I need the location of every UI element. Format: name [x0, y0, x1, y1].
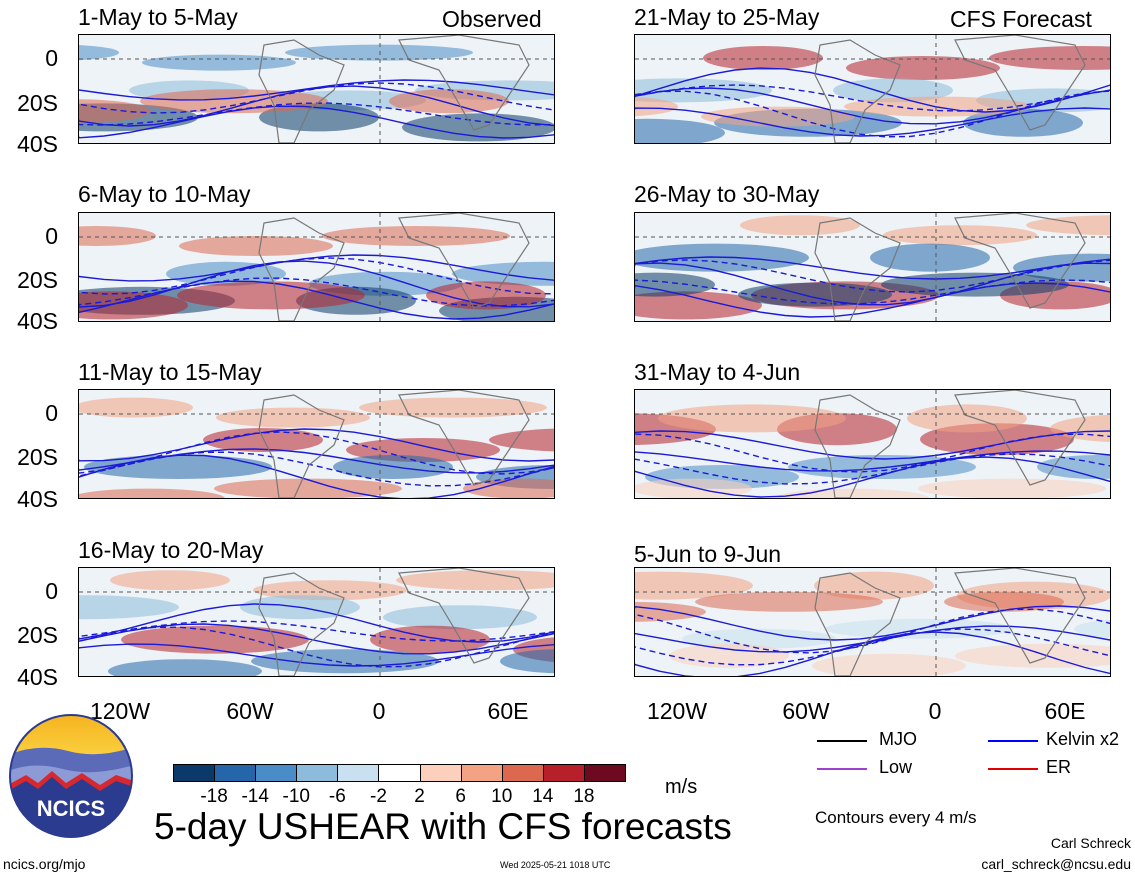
map-panel-7: [634, 389, 1111, 499]
legend-line-low: [817, 768, 867, 770]
xtick-60e-right: 60E: [1044, 698, 1086, 724]
panel-title-3: 11-May to 15-May: [78, 359, 262, 385]
footer-url: ncics.org/mjo: [3, 856, 86, 872]
xtick-60w-right: 60W: [782, 698, 830, 724]
colorbar-box: [501, 764, 544, 782]
logo-text: NCICS: [37, 796, 105, 821]
ncics-logo: NCICS: [8, 713, 134, 839]
colorbar-tick-label: -10: [282, 786, 310, 807]
panel-title-7: 31-May to 4-Jun: [634, 359, 801, 385]
ytick-40s-row1: 40S: [17, 131, 58, 157]
colorbar-tick-label: 18: [573, 786, 595, 807]
panel-title-2: 6-May to 10-May: [78, 181, 251, 207]
legend-label-kelvin: Kelvin x2: [1046, 729, 1120, 749]
colorbar-box: [460, 764, 503, 782]
colorbar-box: [173, 764, 216, 782]
ytick-40s-row2: 40S: [17, 308, 58, 334]
map-panel-1: [78, 34, 555, 144]
map-panel-6: [634, 212, 1111, 322]
contours-note: Contours every 4 m/s: [815, 808, 977, 827]
xtick-120w-right: 120W: [646, 698, 708, 724]
colorbar-tick-label: 2: [414, 786, 425, 807]
colorbar-box: [296, 764, 339, 782]
ytick-0-row2: 0: [45, 223, 58, 249]
panel-title-6: 26-May to 30-May: [634, 181, 820, 207]
legend-label-low: Low: [879, 757, 913, 777]
colorbar-box: [255, 764, 298, 782]
ytick-40s-row3: 40S: [17, 486, 58, 512]
colorbar-tick-label: -2: [370, 786, 387, 807]
ytick-20s-row1: 20S: [17, 90, 58, 116]
map-panel-5: [634, 34, 1111, 144]
footer-timestamp: Wed 2025-05-21 1018 UTC: [500, 860, 611, 870]
map-panel-4: [78, 567, 555, 677]
legend-line-mjo: [817, 740, 867, 742]
map-panel-2: [78, 212, 555, 322]
panel-title-1: 1-May to 5-May: [78, 4, 238, 30]
footer-email: carl_schreck@ncsu.edu: [981, 856, 1131, 872]
ytick-0-row3: 0: [45, 400, 58, 426]
colorbar-box: [542, 764, 585, 782]
legend-label-mjo: MJO: [879, 729, 917, 749]
ytick-0-row1: 0: [45, 45, 58, 71]
colorbar-box: [214, 764, 257, 782]
footer-author: Carl Schreck: [1050, 835, 1131, 851]
panel-title-5: 21-May to 25-May: [634, 4, 820, 30]
map-panel-3: [78, 389, 555, 499]
colorbar-tick-label: 14: [532, 786, 554, 807]
colorbar-tick-label: -14: [241, 786, 269, 807]
ytick-20s-row3: 20S: [17, 444, 58, 470]
colorbar-unit: m/s: [665, 776, 698, 798]
cfs-forecast-label: CFS Forecast: [950, 6, 1092, 32]
ytick-20s-row2: 20S: [17, 267, 58, 293]
colorbar-box: [337, 764, 380, 782]
xtick-60w-left: 60W: [226, 698, 274, 724]
ytick-0-row4: 0: [45, 578, 58, 604]
map-panel-8: [634, 567, 1111, 677]
colorbar-tick-label: -18: [200, 786, 228, 807]
legend-line-er: [988, 768, 1038, 770]
colorbar: [173, 764, 626, 782]
ytick-20s-row4: 20S: [17, 622, 58, 648]
panel-title-4: 16-May to 20-May: [78, 537, 264, 563]
colorbar-tick-label: 10: [491, 786, 513, 807]
main-title: 5-day USHEAR with CFS forecasts: [154, 806, 732, 847]
observed-label: Observed: [442, 6, 542, 32]
xtick-60e-left: 60E: [487, 698, 529, 724]
xtick-120w-left: 120W: [89, 698, 151, 724]
colorbar-box: [419, 764, 462, 782]
xtick-0-left: 0: [372, 698, 386, 724]
legend-line-kelvin: [988, 740, 1038, 742]
ytick-40s-row4: 40S: [17, 664, 58, 690]
colorbar-box: [378, 764, 421, 782]
xtick-0-right: 0: [928, 698, 942, 724]
colorbar-tick-label: -6: [328, 786, 346, 807]
panel-title-8: 5-Jun to 9-Jun: [634, 541, 782, 567]
legend-label-er: ER: [1046, 757, 1072, 777]
colorbar-box: [583, 764, 626, 782]
colorbar-tick-label: 6: [455, 786, 466, 807]
